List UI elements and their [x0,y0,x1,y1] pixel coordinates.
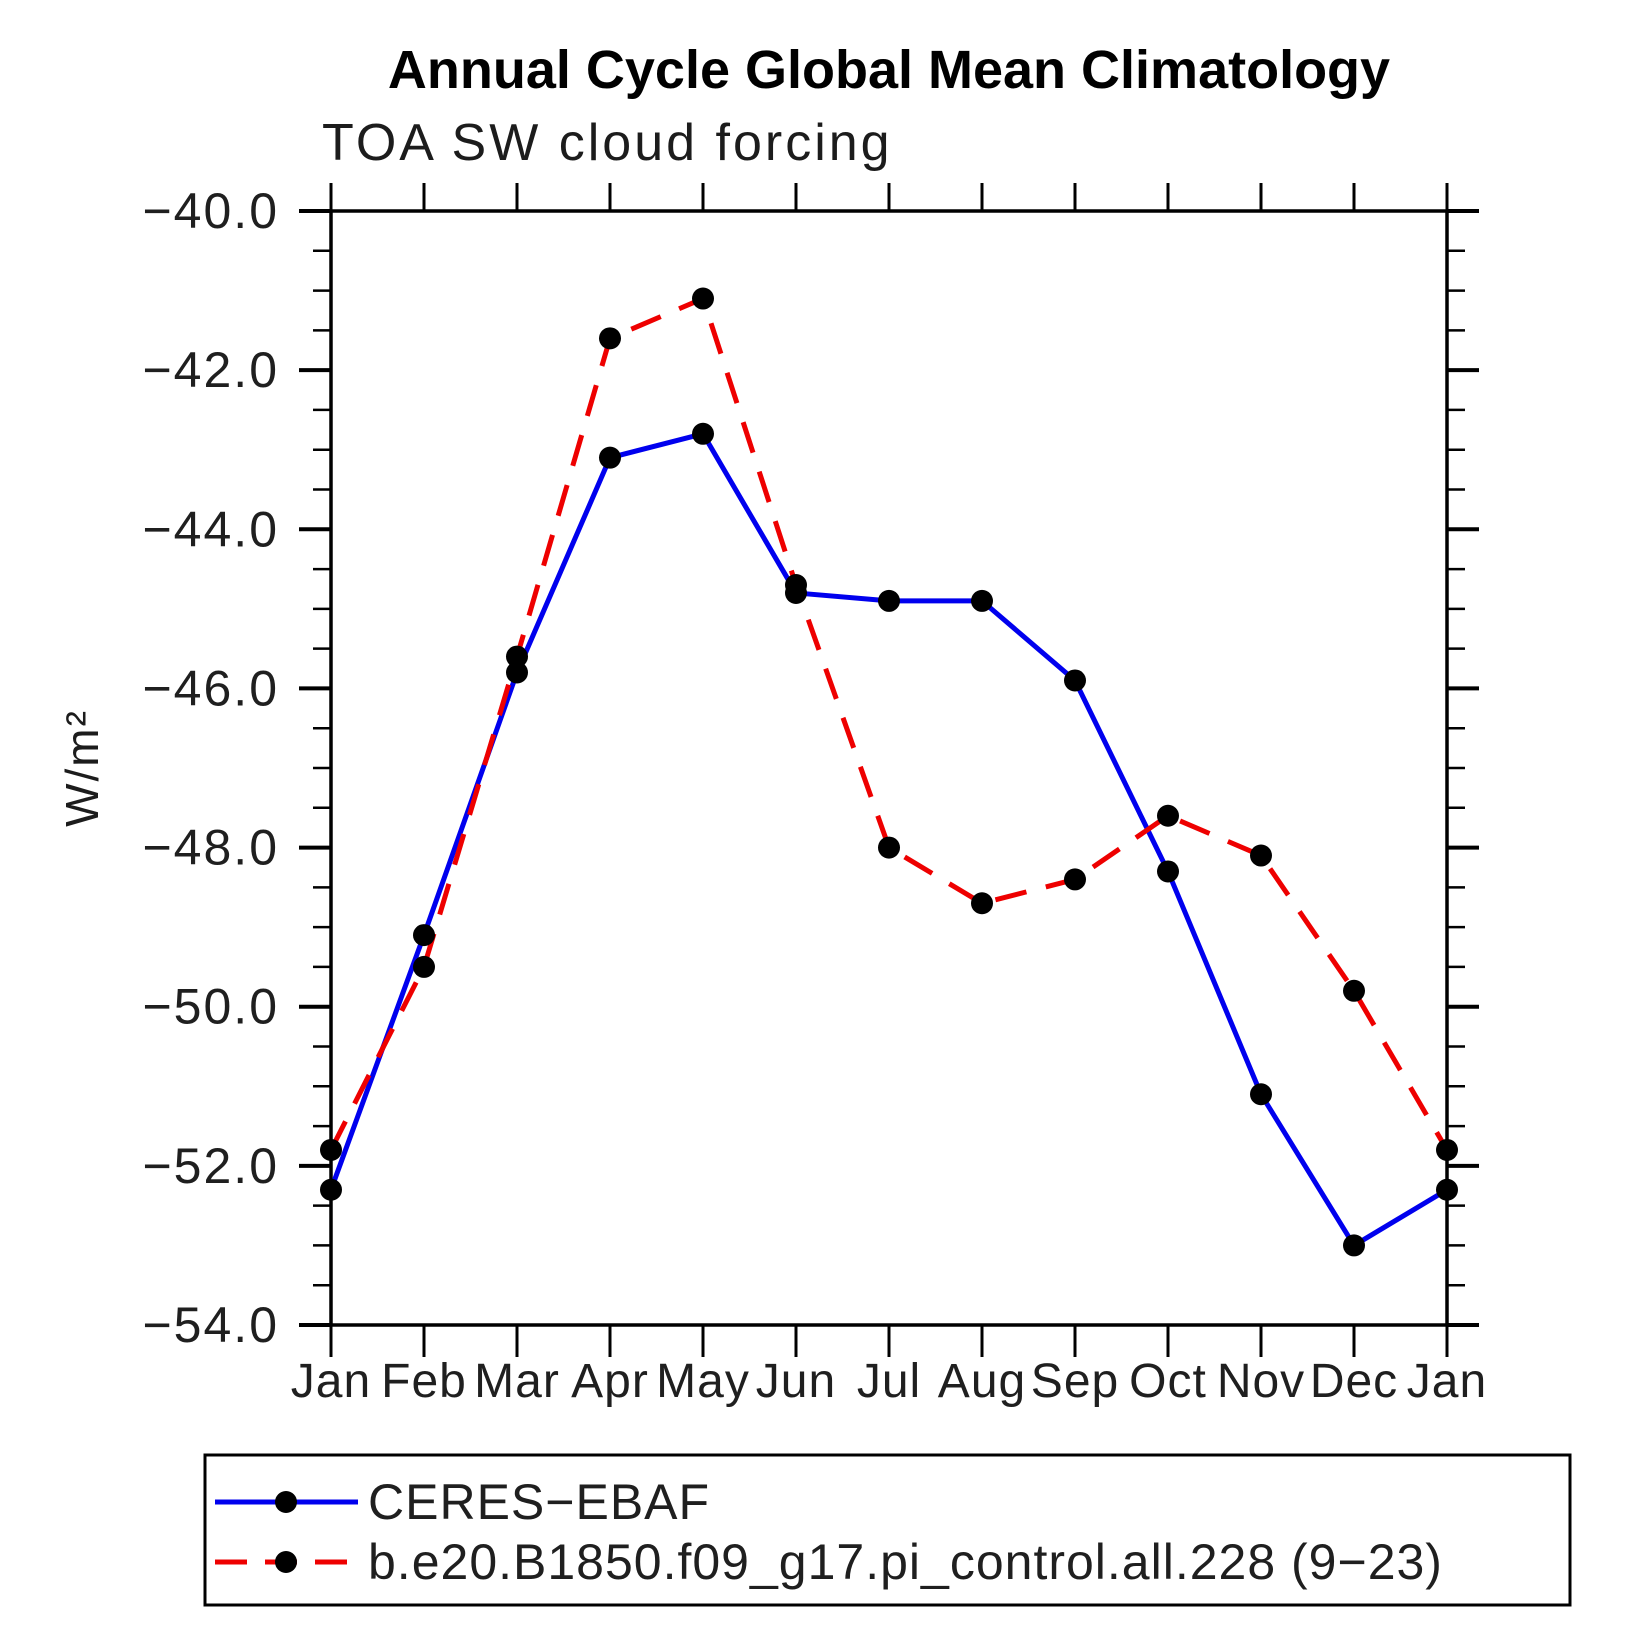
x-axis-month-label: Jan [291,1355,371,1408]
x-axis-month-label: Jun [756,1355,836,1408]
series-0-marker [599,446,621,469]
y-axis-tick-label: −40.0 [142,183,279,239]
series-0-marker [413,924,435,947]
series-1-marker [413,955,435,978]
y-axis-tick-label: −50.0 [142,979,279,1035]
axis-ticks [299,183,1479,1357]
series-1-marker [971,892,993,915]
x-axis-month-label: Feb [381,1355,467,1408]
series-1-marker [506,645,528,668]
legend-label-0: CERES−EBAF [368,1474,710,1530]
data-series [320,287,1458,1257]
page-title: Annual Cycle Global Mean Climatology [388,40,1390,100]
y-axis-tick-label: −48.0 [142,820,279,876]
series-1-marker [785,573,807,596]
x-axis-month-label: Nov [1217,1355,1305,1408]
legend-label-1: b.e20.B1850.f09_g17.pi_control.all.228 (… [368,1534,1443,1590]
x-axis-month-label: Jan [1407,1355,1487,1408]
x-axis-month-label: May [656,1355,750,1408]
series-1-marker [1157,804,1179,827]
series-1-marker [692,287,714,310]
series-1-marker [599,327,621,350]
legend-marker-1 [275,1551,297,1573]
plot-frame [329,209,1449,1327]
legend-marker-0 [275,1491,297,1513]
series-0-marker [1343,1234,1365,1257]
series-1-marker [1250,844,1272,867]
series-1-marker [878,836,900,859]
series-0-marker [320,1178,342,1201]
x-axis-month-label: Apr [571,1355,649,1408]
series-1-marker [1436,1138,1458,1161]
series-0-marker [506,661,528,684]
plot-border [329,209,1449,1327]
y-axis-tick-label: −52.0 [142,1138,279,1194]
y-axis-tick-label: −44.0 [142,501,279,557]
x-axis-month-label: Oct [1129,1355,1207,1408]
axis-labels: −40.0 −42.0 −44.0 −46.0 −48.0 −50.0 −52.0 −54.0… [142,183,1487,1408]
y-axis-tick-label: −54.0 [142,1297,279,1353]
series-0-marker [878,589,900,612]
series-0-marker [1064,669,1086,692]
x-axis-month-label: Jul [857,1355,921,1408]
series-0-marker [692,422,714,445]
y-axis-tick-label: −46.0 [142,660,279,716]
legend-box [203,1453,1572,1607]
chart-subtitle: TOA SW cloud forcing [322,114,893,172]
series-0-marker [1436,1178,1458,1201]
series-0-marker [1157,860,1179,883]
x-axis-month-label: Mar [474,1355,560,1408]
series-1-marker [1343,979,1365,1002]
legend: CERES−EBAFb.e20.B1850.f09_g17.pi_control… [203,1453,1572,1607]
series-1-marker [1064,868,1086,891]
x-axis-month-label: Dec [1310,1355,1398,1408]
y-axis-tick-label: −42.0 [142,342,279,398]
series-0-marker [971,589,993,612]
y-axis-title: W/m² [56,709,108,827]
x-axis-month-label: Aug [938,1355,1026,1408]
series-0-marker [1250,1083,1272,1106]
x-axis-month-label: Sep [1031,1355,1119,1408]
series-1-marker [320,1138,342,1161]
